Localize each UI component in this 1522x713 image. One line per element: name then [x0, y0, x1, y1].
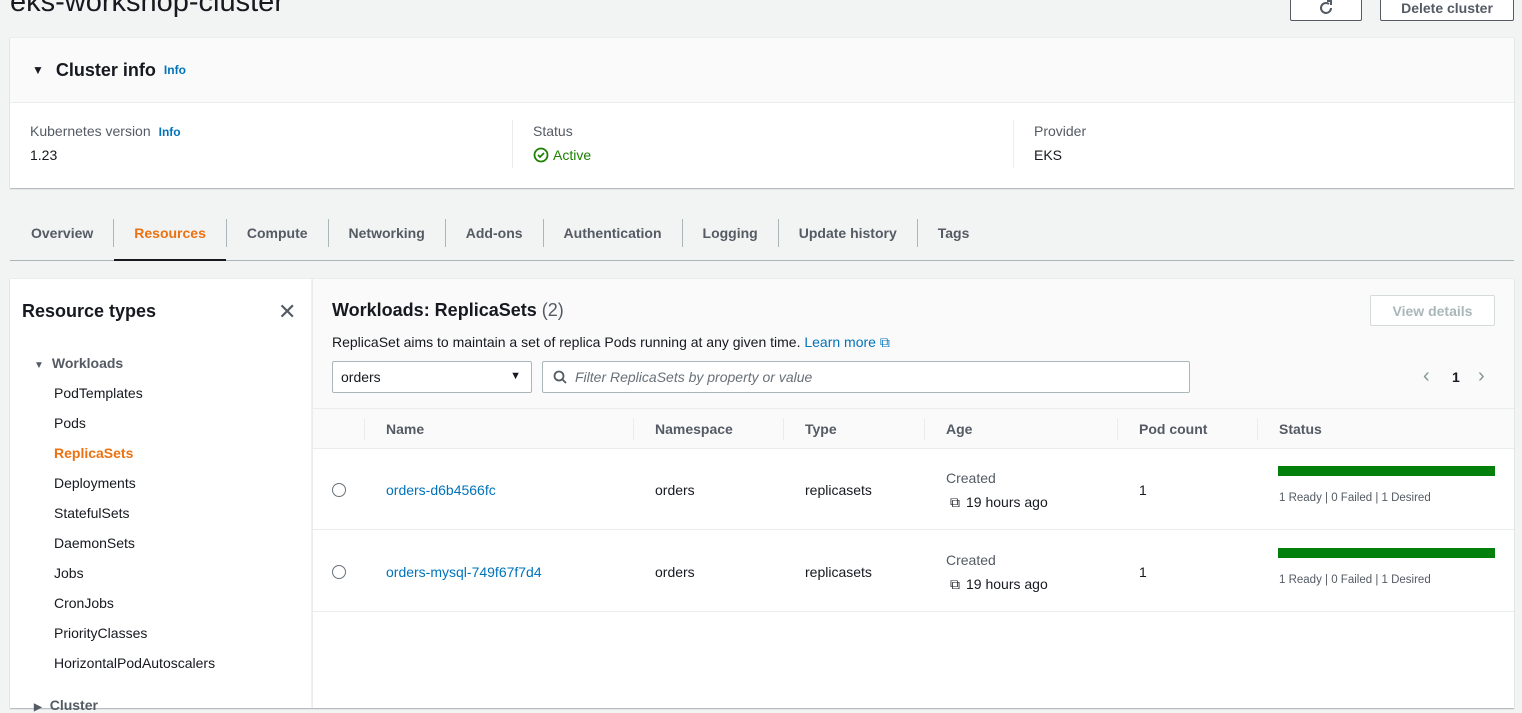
sidebar-item-daemonsets[interactable]: DaemonSets: [54, 535, 135, 551]
sidebar-item-jobs[interactable]: Jobs: [54, 565, 84, 581]
k8s-version: 1.23: [30, 147, 58, 163]
status-progress-fill: [1278, 548, 1495, 558]
pod-count-cell: 1: [1139, 482, 1147, 498]
column-header[interactable]: Pod count: [1139, 421, 1208, 437]
sidebar-item-priorityclasses[interactable]: PriorityClasses: [54, 625, 148, 641]
page-number[interactable]: 1: [1452, 369, 1460, 385]
resource-types-sidebar: Resource types ✕ ▼ Workloads ▶ Cluster: [10, 278, 312, 713]
sidebar-title: Resource types: [22, 301, 157, 321]
filter-input[interactable]: Filter ReplicaSets by property or value: [542, 361, 1190, 393]
pod-count-cell: 1: [1139, 564, 1147, 580]
age-cell: ⧉ 19 hours ago: [950, 576, 1048, 592]
column-header[interactable]: Status: [1279, 421, 1322, 437]
refresh-button[interactable]: [1290, 0, 1362, 21]
status-value: Active: [533, 147, 591, 163]
cluster-group[interactable]: ▶ Cluster: [34, 697, 98, 713]
learn-more-link[interactable]: Learn more: [804, 334, 876, 350]
column-header[interactable]: Name: [386, 421, 425, 437]
column-header[interactable]: Namespace: [655, 421, 733, 437]
sidebar-item-replicasets[interactable]: ReplicaSets: [54, 445, 134, 461]
view-details-button[interactable]: View details: [1370, 295, 1495, 326]
caret-down-icon: ▼: [510, 370, 521, 382]
type-cell: replicasets: [805, 482, 872, 498]
status-text: 1 Ready | 0 Failed | 1 Desired: [1279, 492, 1431, 504]
table-row[interactable]: [312, 448, 1514, 530]
tab-logging[interactable]: Logging: [681, 218, 778, 247]
copy-icon: ⧉: [950, 494, 960, 510]
tab-overview[interactable]: Overview: [31, 224, 94, 241]
age-label: Created: [946, 470, 996, 486]
status-label: Status: [533, 123, 573, 139]
workloads-group[interactable]: ▼ Workloads: [34, 355, 124, 371]
sidebar-item-horizontalpodautoscalers[interactable]: HorizontalPodAutoscalers: [54, 655, 216, 671]
panel-description: ReplicaSet aims to maintain a set of rep…: [332, 334, 890, 350]
table-row[interactable]: [312, 530, 1514, 612]
check-circle-icon: [533, 147, 549, 163]
tab-tags[interactable]: Tags: [916, 218, 990, 247]
status-text: 1 Ready | 0 Failed | 1 Desired: [1279, 574, 1431, 586]
row-radio[interactable]: [332, 565, 346, 579]
status-progress-track: [1278, 548, 1495, 558]
namespace-select[interactable]: orders ▼: [332, 361, 532, 393]
namespace-cell: orders: [655, 482, 695, 498]
sidebar-item-statefulsets[interactable]: StatefulSets: [54, 505, 130, 521]
search-icon: [553, 370, 567, 384]
tab-compute[interactable]: Compute: [225, 218, 328, 247]
column-header[interactable]: Age: [946, 421, 973, 437]
age-label: Created: [946, 552, 996, 568]
k8s-info-link[interactable]: Info: [158, 125, 181, 139]
page-title: eks-workshop-cluster: [10, 0, 284, 18]
age-cell: ⧉ 19 hours ago: [950, 494, 1048, 510]
caret-down-icon: ▼: [34, 360, 44, 371]
caret-down-icon: ▼: [32, 63, 44, 77]
tab-authentication[interactable]: Authentication: [542, 218, 682, 247]
namespace-cell: orders: [655, 564, 695, 580]
type-cell: replicasets: [805, 564, 872, 580]
status-progress-fill: [1278, 466, 1495, 476]
refresh-icon: [1320, 0, 1332, 14]
column-header[interactable]: Type: [805, 421, 837, 437]
status-progress-track: [1278, 466, 1495, 476]
replicaset-name-link[interactable]: orders-mysql-749f67f7d4: [386, 564, 542, 580]
tabs: Overview Resources Compute Networking Add-on…: [10, 205, 1514, 261]
replicasets-panel: [312, 278, 1514, 708]
delete-cluster-button[interactable]: Delete cluster: [1380, 0, 1514, 21]
prev-page-button[interactable]: ‹: [1423, 365, 1430, 387]
replicaset-name-link[interactable]: orders-d6b4566fc: [386, 482, 496, 498]
provider-value: EKS: [1034, 147, 1063, 163]
sidebar-item-podtemplates[interactable]: PodTemplates: [54, 385, 143, 401]
tab-networking[interactable]: Networking: [327, 218, 445, 247]
caret-right-icon: ▶: [34, 702, 42, 713]
provider-label: Provider: [1034, 123, 1087, 139]
close-icon[interactable]: ✕: [278, 299, 297, 324]
info-link[interactable]: Info: [163, 63, 186, 77]
copy-icon: ⧉: [950, 576, 960, 592]
sidebar-item-cronjobs[interactable]: CronJobs: [54, 595, 114, 611]
row-radio[interactable]: [332, 483, 346, 497]
cluster-info-header[interactable]: ▼ Cluster info Info: [10, 38, 1514, 103]
next-page-button[interactable]: ›: [1478, 365, 1485, 387]
cluster-info-heading: Cluster info: [55, 59, 156, 80]
panel-title: Workloads: ReplicaSets (2): [332, 300, 564, 320]
cluster-info-panel: ▼ Cluster info Info Kubernetes version In…: [10, 37, 1514, 188]
k8s-version-label: Kubernetes version: [30, 123, 151, 139]
tab-add-ons[interactable]: Add-ons: [444, 218, 543, 247]
sidebar-item-deployments[interactable]: Deployments: [54, 475, 136, 491]
sidebar-item-pods[interactable]: Pods: [54, 415, 86, 431]
tab-update-history[interactable]: Update history: [777, 218, 917, 247]
external-link-icon: ⧉: [879, 334, 890, 350]
tab-resources[interactable]: Resources: [113, 218, 226, 261]
